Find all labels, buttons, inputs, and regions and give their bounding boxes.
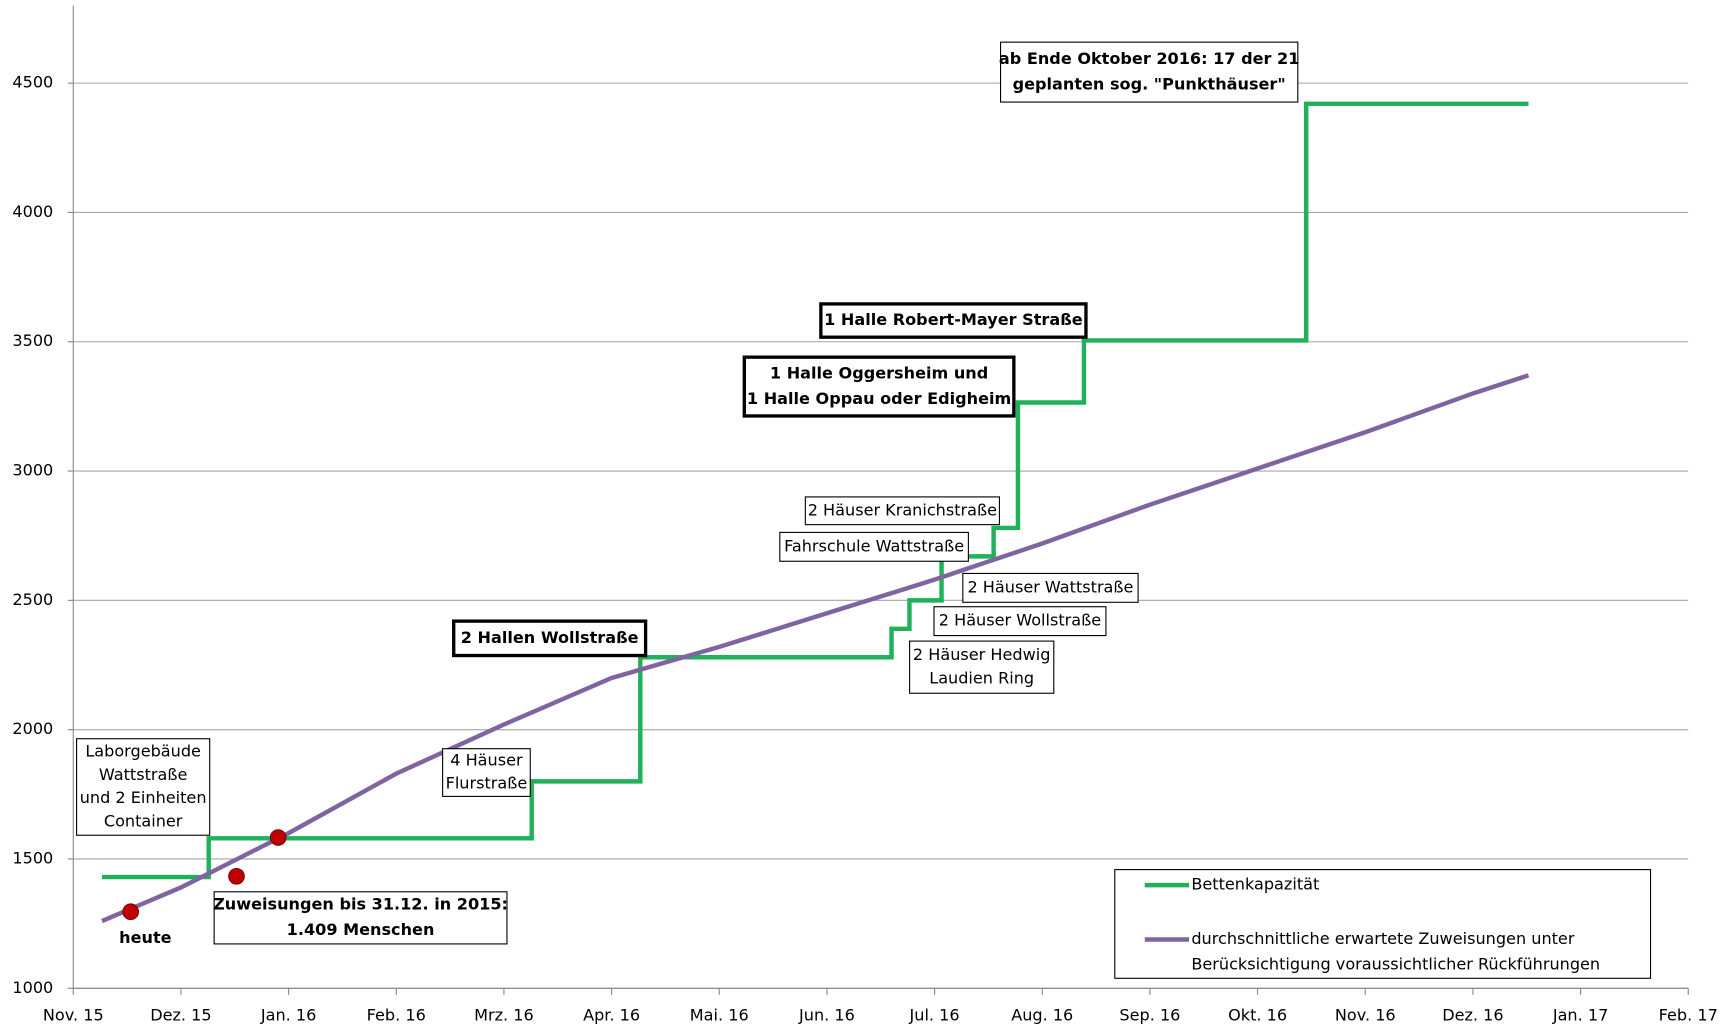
annotation-text: 1 Halle Oppau oder Edigheim	[747, 389, 1011, 408]
annotation-box	[999, 41, 1299, 103]
annotation-box	[819, 302, 1088, 339]
y-tick-label: 1000	[12, 978, 53, 997]
legend-entry: durchschnittliche erwartete Zuweisungen …	[1191, 930, 1601, 974]
annotation-text: Zuweisungen bis 31.12. in 2015:	[213, 895, 508, 914]
annotation-box	[452, 619, 648, 658]
annotation-text: Fahrschule Wattstraße	[784, 536, 964, 555]
annotation-text: Wattstraße	[99, 765, 188, 784]
x-tick-label: Dez. 15	[150, 1006, 211, 1025]
annotation-text: 2 Häuser Hedwig	[913, 645, 1050, 664]
annotation-text: 2 Häuser Kranichstraße	[808, 500, 997, 519]
legend-box	[1114, 869, 1652, 979]
annotation-text: Laborgebäude	[85, 742, 201, 761]
annotation-box	[804, 496, 1000, 526]
y-tick-label: 1500	[12, 848, 53, 867]
annotation-text: 1 Halle Oggersheim und	[770, 363, 988, 382]
annotation-text: Laudien Ring	[929, 668, 1034, 687]
x-tick-label: Dez. 16	[1442, 1006, 1503, 1025]
x-tick-label: Okt. 16	[1228, 1006, 1287, 1025]
annotation-box	[962, 572, 1139, 603]
legend-entry: Bettenkapazität	[1191, 875, 1320, 894]
annotation-text: geplanten sog. "Punkthäuser"	[1013, 74, 1286, 93]
y-tick-label: 2500	[12, 590, 53, 609]
annotation-text: 4 Häuser	[450, 750, 523, 769]
annotation-text: heute	[119, 928, 171, 947]
annotation-text: 1 Halle Robert-Mayer Straße	[824, 310, 1083, 329]
annotation-text: und 2 Einheiten	[80, 788, 207, 807]
y-tick-label: 2000	[12, 719, 53, 738]
annotation-box	[933, 606, 1107, 637]
y-tick-label: 3000	[12, 461, 53, 480]
y-tick-label: 4000	[12, 202, 53, 221]
annotation-box	[442, 748, 531, 797]
annotation-text: 2 Hallen Wollstraße	[461, 628, 639, 647]
y-tick-label: 3500	[12, 331, 53, 350]
annotation-box	[779, 531, 969, 562]
legend-label: durchschnittliche erwartete Zuweisungen …	[1191, 930, 1601, 974]
x-tick-label: Nov. 15	[43, 1006, 104, 1025]
x-tick-label: Jan. 16	[260, 1006, 316, 1025]
series-line	[101, 373, 1530, 924]
y-tick-label: 4500	[12, 73, 53, 92]
x-tick-label: Apr. 16	[583, 1006, 640, 1025]
x-tick-label: Feb. 16	[367, 1006, 426, 1025]
x-tick-label: Nov. 16	[1335, 1006, 1396, 1025]
x-tick-label: Jul. 16	[909, 1006, 960, 1025]
annotation-text: 2 Häuser Wattstraße	[967, 577, 1133, 596]
x-tick-label: Mai. 16	[690, 1006, 749, 1025]
annotation-box	[742, 355, 1016, 418]
annotation-box	[909, 640, 1055, 694]
annotation-text: 2 Häuser Wollstraße	[939, 611, 1101, 630]
x-tick-label: Feb. 17	[1659, 1006, 1718, 1025]
annotation-box	[213, 891, 508, 945]
x-tick-label: Jan. 17	[1552, 1006, 1608, 1025]
annotation-text: Container	[104, 811, 183, 830]
x-tick-label: Sep. 16	[1119, 1006, 1180, 1025]
x-tick-label: Mrz. 16	[474, 1006, 534, 1025]
marker	[269, 829, 287, 846]
series-line	[101, 101, 1529, 880]
annotation-text: Flurstraße	[446, 774, 528, 793]
marker	[122, 903, 140, 921]
x-tick-label: Jun. 16	[798, 1006, 855, 1025]
annotation-box	[76, 738, 211, 836]
legend-label: Bettenkapazität	[1191, 875, 1320, 894]
marker	[228, 867, 245, 885]
annotation-text: 1.409 Menschen	[287, 920, 435, 939]
annotation-text: ab Ende Oktober 2016: 17 der 21	[999, 49, 1300, 68]
x-tick-label: Aug. 16	[1011, 1006, 1073, 1025]
